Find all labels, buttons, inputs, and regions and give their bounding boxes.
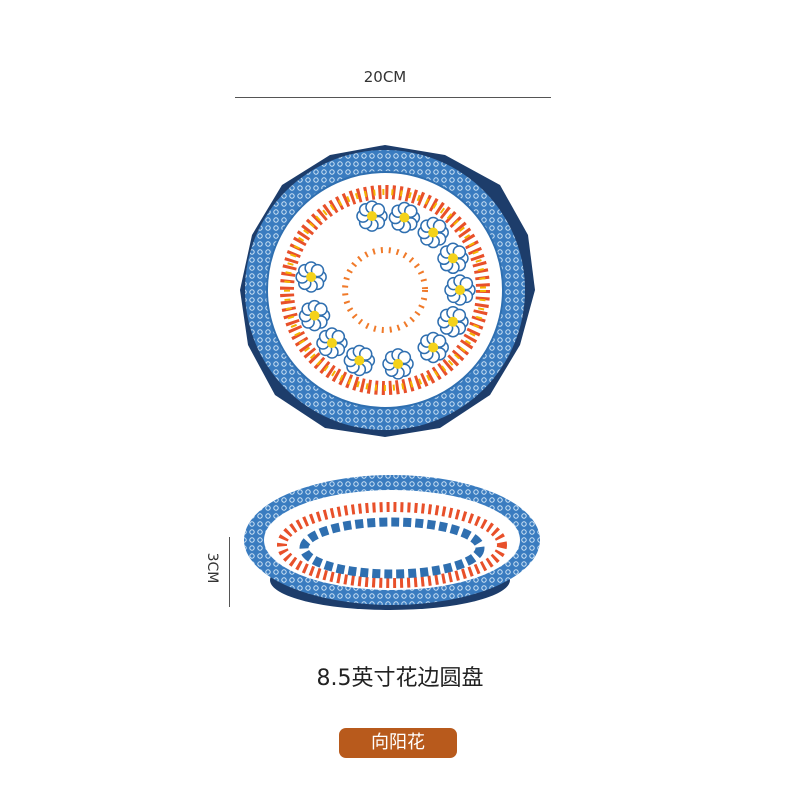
daisy-center xyxy=(399,212,410,223)
daisy-center xyxy=(393,358,404,369)
height-dimension-label: 3CM xyxy=(204,552,220,584)
variant-badge[interactable]: 向阳花 xyxy=(339,728,457,758)
daisy-center xyxy=(455,285,465,295)
daisy-center xyxy=(447,316,458,327)
product-title: 8.5英寸花边圆盘 xyxy=(316,666,484,691)
daisy-center xyxy=(428,227,439,238)
plate-side-view xyxy=(244,475,540,610)
daisy-center xyxy=(309,310,320,321)
daisy-center xyxy=(366,211,377,222)
plate-top-view xyxy=(240,145,535,437)
width-dimension-line xyxy=(235,97,551,98)
height-dimension-line xyxy=(229,537,230,607)
daisy-center xyxy=(306,271,317,282)
daisy-center xyxy=(326,338,337,349)
daisy-center xyxy=(354,355,365,366)
daisy-center xyxy=(447,253,458,264)
width-dimension-label: 20CM xyxy=(363,68,407,86)
daisy-flowers xyxy=(295,200,476,380)
daisy-center xyxy=(428,342,439,353)
